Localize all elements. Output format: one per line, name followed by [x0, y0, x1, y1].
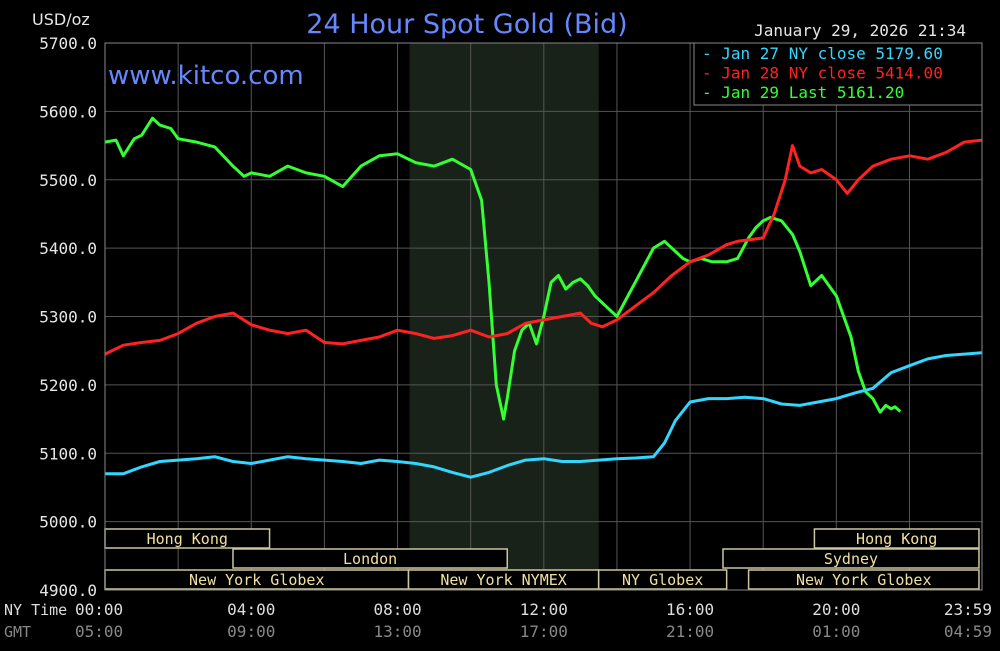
session-label: Hong Kong: [856, 530, 937, 548]
session-box: [722, 548, 980, 569]
session-bar: New York Globex: [747, 569, 980, 590]
y-tick-label: 5500.0: [39, 171, 97, 190]
session-label: Sydney: [824, 550, 878, 568]
y-tick-label: 5400.0: [39, 239, 97, 258]
y-tick-label: 5200.0: [39, 376, 97, 395]
y-tick-label: 5600.0: [39, 102, 97, 121]
timestamp: January 29, 2026 21:34: [754, 21, 966, 40]
legend: - Jan 27 NY close 5179.60- Jan 28 NY clo…: [693, 42, 983, 106]
x-tick-label: 01:00: [812, 622, 860, 641]
x-tick-label: 20:00: [812, 600, 860, 619]
x-tick-label: 04:59: [944, 622, 992, 641]
legend-entry: - Jan 28 NY close 5414.00: [702, 64, 943, 83]
x-tick-label: 09:00: [227, 622, 275, 641]
y-tick-label: 4900.0: [39, 581, 97, 600]
session-box: [597, 569, 728, 590]
session-label: New York Globex: [796, 571, 931, 589]
chart-title: 24 Hour Spot Gold (Bid): [306, 9, 627, 40]
session-bar: New York Globex: [104, 569, 410, 590]
series-lines: [104, 116, 983, 479]
y-tick-label: 5700.0: [39, 34, 97, 53]
x-tick-label: 00:00: [75, 600, 123, 619]
x-tick-label: 12:00: [520, 600, 568, 619]
legend-entry: - Jan 29 Last 5161.20: [702, 83, 904, 102]
session-label: New York NYMEX: [440, 571, 566, 589]
x-tick-label: 04:00: [227, 600, 275, 619]
watermark: www.kitco.com: [108, 61, 304, 91]
session-bar: London: [232, 548, 508, 569]
session-bar: NY Globex: [597, 569, 728, 590]
series-line: [105, 351, 983, 479]
session-label: Hong Kong: [147, 530, 228, 548]
x-tick-label: 17:00: [520, 622, 568, 641]
x-tick-label: 08:00: [373, 600, 421, 619]
y-tick-label: 5300.0: [39, 308, 97, 327]
legend-entry: - Jan 27 NY close 5179.60: [702, 44, 943, 63]
y-tick-label: 5100.0: [39, 444, 97, 463]
x-tick-label: 16:00: [666, 600, 714, 619]
session-bar: Sydney: [722, 548, 980, 569]
series-line: [104, 138, 983, 356]
y-tick-label: 5000.0: [39, 513, 97, 532]
session-bar: New York NYMEX: [407, 569, 600, 590]
legend-box: [693, 42, 983, 106]
x-tick-label: 13:00: [373, 622, 421, 641]
unit-label: USD/oz: [32, 10, 90, 29]
series-line: [104, 116, 902, 421]
session-bar: Hong Kong: [813, 528, 980, 549]
plot-border: [104, 42, 983, 591]
y-axis: 5700.0 5600.0 5500.0 5400.0 5300.0 5200.0 5100…: [39, 34, 97, 600]
session-box: [232, 548, 508, 569]
session-label: NY Globex: [622, 571, 703, 589]
session-box: [747, 569, 980, 590]
x-axis-row-label: GMT: [4, 623, 31, 641]
session-box: [813, 528, 980, 549]
grid: [105, 43, 982, 590]
x-axis: NY Time 00:00 04:00 08:00 12:00 16:00 20:00 23:…: [4, 600, 992, 641]
x-tick-label: 23:59: [944, 600, 992, 619]
x-tick-label: 21:00: [666, 622, 714, 641]
session-bar: Hong Kong: [104, 528, 271, 549]
x-axis-row-label: NY Time: [4, 601, 67, 619]
session-label: London: [343, 550, 397, 568]
x-tick-label: 05:00: [75, 622, 123, 641]
market-sessions: Hong Kong Hong Kong London Sydney New York G…: [104, 528, 980, 590]
session-label: New York Globex: [189, 571, 324, 589]
